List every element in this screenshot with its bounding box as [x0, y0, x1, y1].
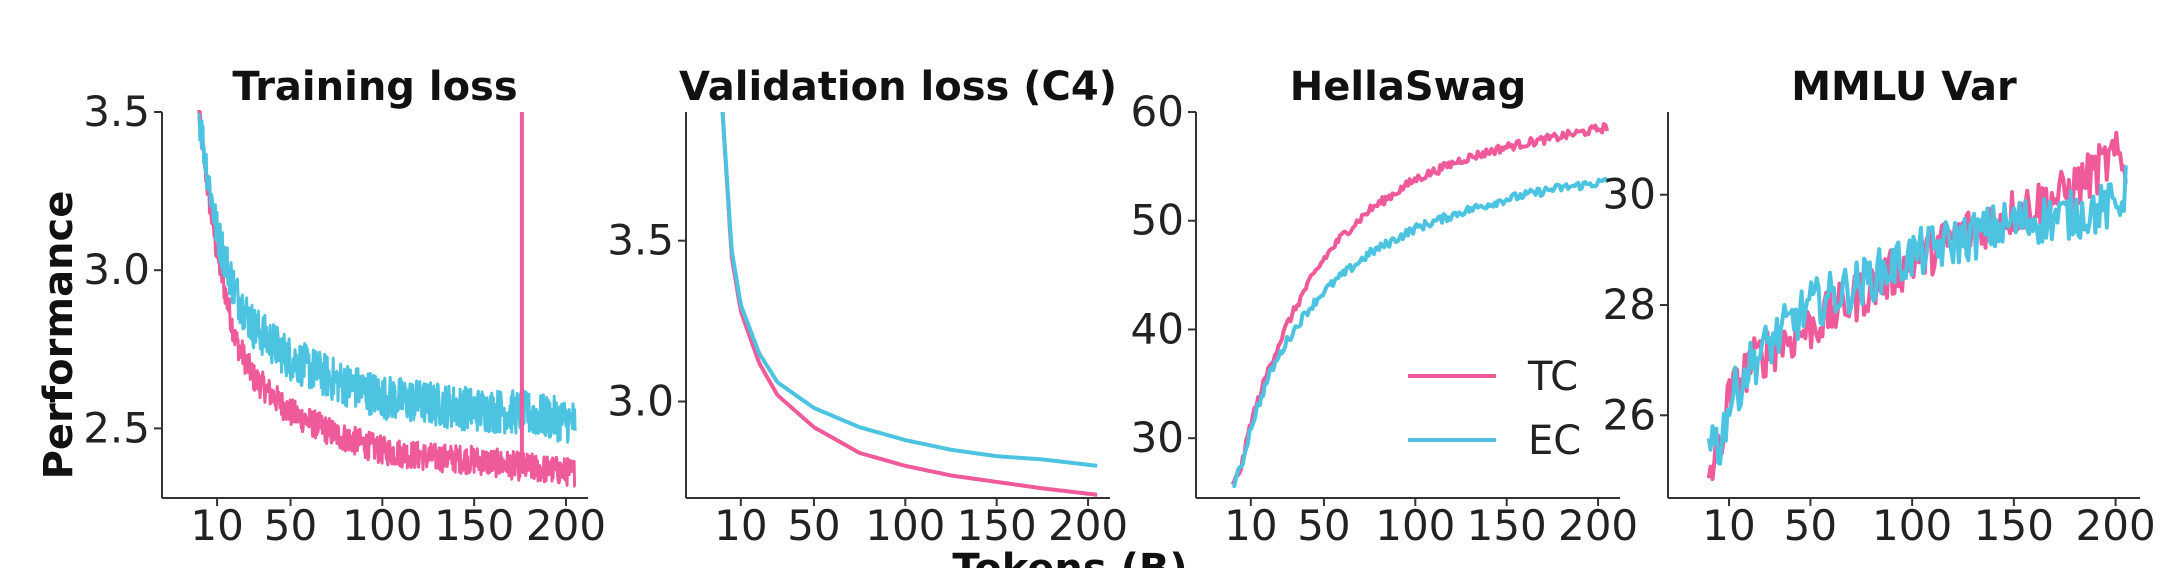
x-tick-label: 150 [1974, 501, 2054, 550]
y-tick-label: 60 [1131, 87, 1184, 136]
panel-1: Validation loss (C4) 10 50 100 150 200 3.0 3.5 [607, 64, 1128, 550]
y-tick-label: 3.5 [607, 216, 674, 265]
x-tick-label: 150 [434, 501, 514, 550]
x-tick-label: 150 [957, 501, 1037, 550]
y-tick-label: 2.5 [83, 403, 150, 452]
x-tick-label: 10 [1224, 501, 1277, 550]
series-line-EC [197, 112, 577, 444]
y-tick-label: 30 [1131, 413, 1184, 462]
x-tick-label: 100 [1375, 501, 1455, 550]
series-line-TC [1230, 122, 1610, 486]
series-group [720, 111, 1098, 497]
series-group [1706, 130, 2128, 482]
series-line-TC [197, 110, 577, 489]
panel-2: HellaSwag 10 50 100 150 200 30 40 50 60 TC EC [1131, 64, 1639, 550]
x-tick-label: 100 [342, 501, 422, 550]
x-tick-label: 10 [1702, 501, 1755, 550]
x-tick-label: 200 [526, 501, 606, 550]
x-axis-label: Tokens (B) [952, 546, 1187, 568]
legend-label-EC: EC [1528, 418, 1581, 464]
x-tick-label: 200 [2076, 501, 2156, 550]
series-line-EC [1706, 165, 2128, 466]
y-tick-label: 50 [1131, 196, 1184, 245]
panel-3: MMLU Var 10 50 100 150 200 26 28 30 [1603, 64, 2156, 550]
series-group [1230, 122, 1610, 488]
x-tick-label: 100 [865, 501, 945, 550]
panel-0: Training loss 10 50 100 150 200 2.5 3.0 3.5 [83, 64, 606, 550]
panel-title: Training loss [232, 64, 517, 110]
panel-title: HellaSwag [1290, 64, 1526, 110]
series-line-TC [1706, 130, 2128, 482]
y-tick-label: 3.0 [607, 377, 674, 426]
y-tick-label: 3.5 [83, 87, 150, 136]
panel-title: MMLU Var [1791, 64, 2017, 110]
series-line-EC [720, 111, 1098, 468]
y-axis-label: Performance [36, 191, 82, 480]
y-tick-label: 3.0 [83, 245, 150, 294]
legend: TC EC [1408, 354, 1581, 464]
series-line-TC [720, 111, 1098, 497]
y-tick-label: 26 [1603, 390, 1656, 439]
y-tick-label: 28 [1603, 280, 1656, 329]
x-tick-label: 50 [264, 501, 317, 550]
x-tick-label: 150 [1467, 501, 1547, 550]
series-group [197, 110, 577, 489]
x-tick-label: 100 [1872, 501, 1952, 550]
x-tick-label: 10 [714, 501, 767, 550]
legend-label-TC: TC [1527, 354, 1578, 400]
x-tick-label: 50 [787, 501, 840, 550]
x-tick-label: 200 [1048, 501, 1128, 550]
series-line-EC [1232, 176, 1609, 488]
panel-title: Validation loss (C4) [679, 64, 1117, 110]
x-tick-label: 50 [1297, 501, 1350, 550]
y-tick-label: 30 [1603, 170, 1656, 219]
x-tick-label: 200 [1558, 501, 1638, 550]
y-tick-label: 40 [1131, 304, 1184, 353]
x-tick-label: 10 [190, 501, 243, 550]
x-tick-label: 50 [1784, 501, 1837, 550]
